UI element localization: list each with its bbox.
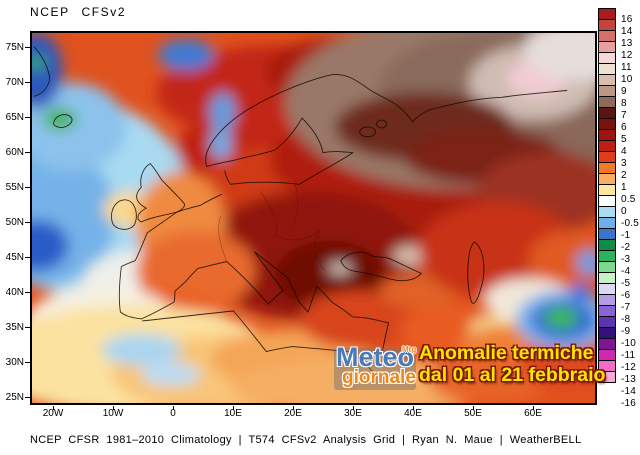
logo-mark: Mtg [402, 345, 417, 354]
colorbar-label: -13 [621, 374, 637, 385]
caption-line-2: dal 01 al 21 febbraio [419, 363, 606, 386]
colorbar-label: -4 [621, 266, 631, 277]
colorbar-label: -16 [621, 398, 637, 409]
lat-label: 70N [5, 77, 24, 88]
lat-label: 45N [5, 252, 24, 263]
lat-tick [25, 291, 30, 293]
anomaly-field [32, 33, 595, 403]
lon-tick [52, 406, 54, 410]
lat-label: 35N [5, 322, 24, 333]
colorbar-label: -5 [621, 278, 631, 289]
lon-label: 30E [344, 408, 362, 419]
colorbar-label: -2 [621, 242, 631, 253]
colorbar-label: 6 [621, 122, 627, 133]
colorbar-label: 3 [621, 158, 627, 169]
lat-label: 75N [5, 42, 24, 53]
colorbar-label: -12 [621, 362, 637, 373]
lon-label: 20W [42, 408, 64, 419]
lon-tick [112, 406, 114, 410]
lon-label: 20E [284, 408, 302, 419]
lon-label: 40E [404, 408, 422, 419]
logo-text-giornale: giornale [342, 367, 416, 388]
footer-credit: NCEP CFSR 1981–2010 Climatology | T574 C… [30, 434, 582, 446]
colorbar-label: 4 [621, 146, 627, 157]
lat-tick [25, 396, 30, 398]
lat-label: 50N [5, 217, 24, 228]
colorbar-label: 0 [621, 206, 627, 217]
colorbar-label: 13 [621, 38, 633, 49]
lon-label: 50E [464, 408, 482, 419]
colorbar-label: -0.5 [621, 218, 640, 229]
colorbar-label: 12 [621, 50, 633, 61]
colorbar-label: 8 [621, 98, 627, 109]
lat-label: 30N [5, 357, 24, 368]
lat-tick [25, 81, 30, 83]
meteogiornale-logo: Meteo Mtg giornale [334, 344, 417, 390]
lat-tick [25, 151, 30, 153]
colorbar-label: 9 [621, 86, 627, 97]
caption-line-1: Anomalie termiche [419, 342, 594, 364]
lon-tick [412, 406, 414, 410]
lat-tick [25, 186, 30, 188]
lat-tick [25, 361, 30, 363]
colorbar-label: -8 [621, 314, 631, 325]
lon-label: 10E [224, 408, 242, 419]
anomaly-map [30, 31, 597, 405]
colorbar-label: -14 [621, 386, 637, 397]
lat-label: 60N [5, 147, 24, 158]
lat-tick [25, 326, 30, 328]
lon-tick [232, 406, 234, 410]
lat-tick [25, 221, 30, 223]
lat-tick [25, 116, 30, 118]
colorbar-label: 0.5 [621, 194, 636, 205]
colorbar-label: 1 [621, 182, 627, 193]
colorbar-label: 16 [621, 14, 633, 25]
lat-tick [25, 256, 30, 258]
map-svg [32, 33, 595, 403]
colorbar-label: 2 [621, 170, 627, 181]
colorbar-cell [598, 371, 616, 383]
lon-tick [472, 406, 474, 410]
colorbar-label: -9 [621, 326, 631, 337]
lon-label: 0 [170, 408, 176, 419]
lon-label: 10W [102, 408, 124, 419]
colorbar-label: 7 [621, 110, 627, 121]
colorbar-label: -6 [621, 290, 631, 301]
lon-tick [532, 406, 534, 410]
lat-label: 55N [5, 182, 24, 193]
colorbar-label: -7 [621, 302, 631, 313]
colorbar-label: 11 [621, 62, 632, 73]
lon-tick [352, 406, 354, 410]
colorbar-label: -3 [621, 254, 631, 265]
plot-title: NCEP CFSv2 [30, 5, 127, 19]
lat-tick [25, 46, 30, 48]
lat-label: 65N [5, 112, 24, 123]
colorbar-label: 14 [621, 26, 633, 37]
colorbar-label: -10 [621, 338, 637, 349]
logo-text-meteo: Meteo [336, 342, 415, 372]
lon-tick [172, 406, 174, 410]
lon-label: 60E [524, 408, 542, 419]
lon-tick [292, 406, 294, 410]
watermark-caption: Anomalie termiche dal 01 al 21 febbraio [419, 342, 606, 386]
colorbar [598, 8, 616, 383]
watermark: Meteo Mtg giornale Anomalie termiche dal… [334, 342, 606, 390]
lat-label: 40N [5, 287, 24, 298]
lat-label: 25N [5, 392, 24, 403]
colorbar-label: 10 [621, 74, 633, 85]
country-borders [218, 184, 326, 271]
colorbar-label: -1 [621, 230, 631, 241]
colorbar-label: 5 [621, 134, 627, 145]
colorbar-label: -11 [621, 350, 636, 361]
coastlines [33, 46, 568, 376]
